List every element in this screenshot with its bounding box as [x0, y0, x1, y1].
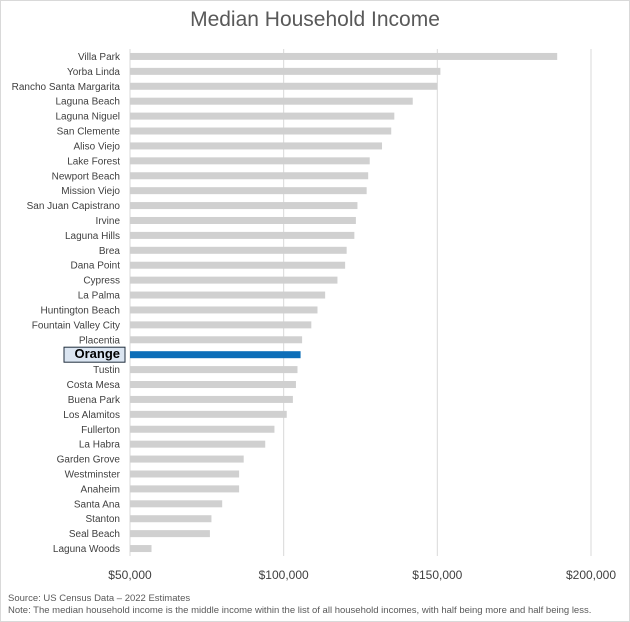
definition-note: Note: The median household income is the… [8, 605, 592, 616]
bar [130, 246, 347, 254]
category-label: Costa Mesa [67, 380, 121, 391]
category-label: Santa Ana [74, 499, 121, 510]
category-label: San Clemente [57, 127, 121, 138]
category-label: Buena Park [68, 395, 121, 406]
category-label: Aliso Viejo [73, 141, 120, 152]
bar [130, 291, 326, 299]
bar [130, 216, 356, 224]
bar [130, 127, 392, 135]
category-label: Tustin [93, 365, 120, 376]
bar [130, 440, 266, 448]
bar [130, 425, 275, 433]
bar [130, 142, 383, 150]
category-label: Cypress [83, 276, 120, 287]
bar [130, 276, 338, 284]
bar [130, 112, 395, 120]
category-label: Newport Beach [52, 171, 120, 182]
category-label: Mission Viejo [61, 186, 120, 197]
x-tick-label: $50,000 [108, 568, 152, 582]
bar [130, 395, 293, 403]
category-label: Westminster [65, 469, 121, 480]
bar [130, 82, 438, 90]
bar [130, 545, 152, 553]
category-label: Laguna Niguel [56, 112, 121, 123]
bar [130, 530, 210, 538]
chart-title: Median Household Income [190, 8, 440, 31]
category-label: Fountain Valley City [32, 320, 120, 331]
bar [130, 67, 441, 75]
category-label: Orange [74, 346, 120, 361]
bar [130, 202, 358, 210]
category-label: Placentia [79, 335, 121, 346]
category-label: Irvine [96, 216, 121, 227]
category-label: Villa Park [78, 52, 121, 63]
bar [130, 455, 244, 463]
highlight-bar [130, 351, 301, 359]
category-label: San Juan Capistrano [27, 201, 121, 212]
category-label: Huntington Beach [40, 305, 120, 316]
bar [130, 261, 346, 269]
source-note: Source: US Census Data – 2022 Estimates [8, 593, 191, 604]
category-label: Anaheim [81, 484, 120, 495]
x-tick-label: $150,000 [412, 568, 462, 582]
category-label: Stanton [86, 514, 120, 525]
bar [130, 97, 413, 105]
bar [130, 485, 240, 493]
x-tick-label: $100,000 [259, 568, 309, 582]
bar [130, 381, 296, 389]
category-label: Los Alamitos [63, 410, 120, 421]
category-label: Brea [99, 246, 121, 257]
bar [130, 187, 367, 195]
bar [130, 470, 240, 478]
category-label: Fullerton [81, 425, 120, 436]
highlight-label-box [63, 346, 126, 363]
category-label: La Habra [79, 440, 121, 451]
bar [130, 172, 369, 180]
category-label: Lake Forest [67, 156, 120, 167]
bar [130, 231, 355, 239]
bar [130, 500, 223, 508]
category-label: La Palma [78, 291, 121, 302]
category-label: Seal Beach [69, 529, 120, 540]
category-label: Laguna Hills [65, 231, 120, 242]
category-label: Laguna Woods [53, 544, 120, 555]
bar [130, 321, 312, 329]
category-label: Laguna Beach [55, 97, 120, 108]
bar [130, 410, 287, 418]
bar [130, 336, 303, 344]
category-label: Garden Grove [57, 455, 121, 466]
bar [130, 157, 370, 165]
bar [130, 515, 212, 523]
x-tick-label: $200,000 [566, 568, 616, 582]
category-label: Dana Point [71, 261, 121, 272]
bar [130, 306, 318, 314]
bar [130, 366, 298, 374]
bar [130, 52, 558, 60]
category-label: Rancho Santa Margarita [12, 82, 121, 93]
category-label: Yorba Linda [67, 67, 120, 78]
